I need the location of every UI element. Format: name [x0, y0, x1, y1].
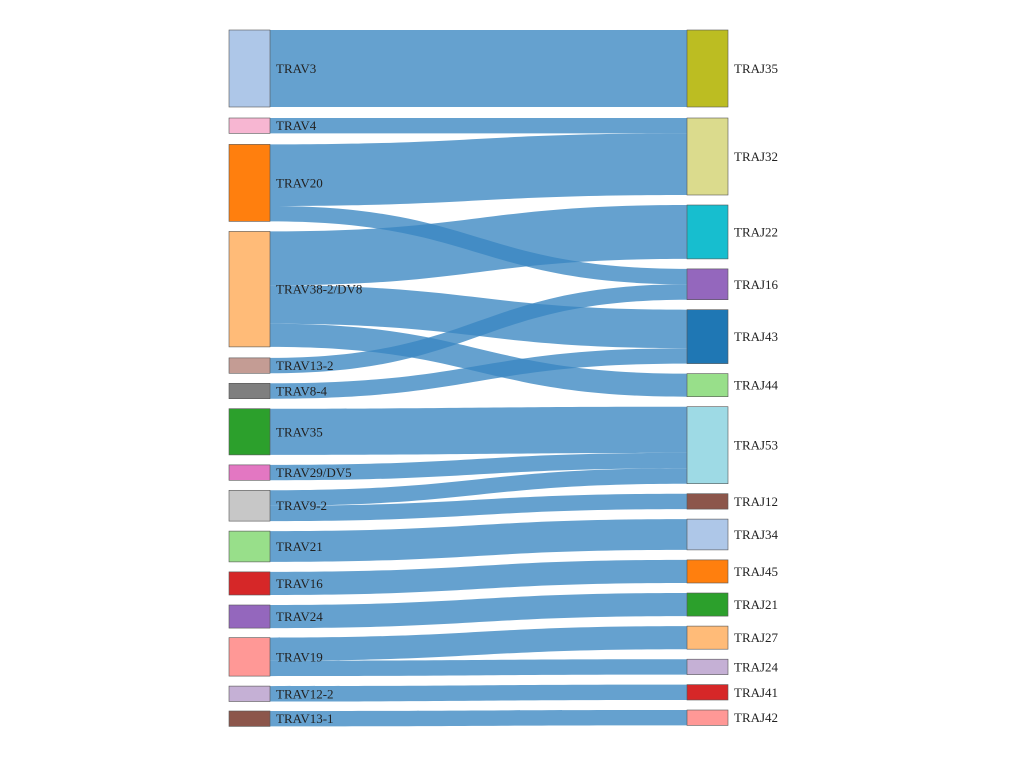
left-node-label-trav38-2-dv8: TRAV38-2/DV8: [276, 282, 362, 297]
right-node-label-traj32: TRAJ32: [734, 149, 778, 164]
left-node-label-trav19: TRAV19: [276, 649, 323, 664]
right-node-label-traj34: TRAJ34: [734, 527, 779, 542]
right-node-traj53: [686, 406, 729, 485]
right-node-label-traj44: TRAJ44: [734, 378, 779, 393]
left-node-trav29-dv5: [228, 464, 271, 481]
right-node-traj22: [686, 204, 729, 260]
link-trav4-to-traj32: [270, 118, 687, 134]
left-node-label-trav9-2: TRAV9-2: [276, 498, 327, 513]
left-node-trav13-2: [228, 357, 271, 374]
link-trav9-2-to-traj12: [270, 493, 687, 522]
left-node-trav24: [228, 604, 271, 629]
left-node-label-trav24: TRAV24: [276, 609, 323, 624]
right-node-label-traj27: TRAJ27: [734, 630, 779, 645]
right-node-traj44: [686, 373, 729, 398]
left-node-trav9-2: [228, 489, 271, 522]
right-node-label-traj21: TRAJ21: [734, 597, 778, 612]
link-trav8-4-to-traj43: [270, 348, 687, 399]
link-trav35-to-traj53: [270, 406, 687, 455]
link-trav38-2-dv8-to-traj22: [270, 205, 687, 286]
left-node-trav13-1: [228, 710, 271, 727]
link-trav19-to-traj24: [270, 659, 687, 677]
right-node-traj32: [686, 117, 729, 196]
link-trav24-to-traj21: [270, 593, 687, 629]
left-node-label-trav21: TRAV21: [276, 539, 323, 554]
link-trav38-2-dv8-to-traj43: [270, 285, 687, 349]
right-node-traj12: [686, 493, 729, 510]
left-node-label-trav4: TRAV4: [276, 118, 317, 133]
link-trav13-1-to-traj42: [270, 710, 687, 727]
left-node-trav12-2: [228, 685, 271, 702]
right-node-traj43: [686, 309, 729, 364]
right-node-traj16: [686, 268, 729, 300]
right-node-label-traj45: TRAJ45: [734, 564, 778, 579]
left-node-label-trav8-4: TRAV8-4: [276, 384, 328, 399]
link-trav21-to-traj34: [270, 519, 687, 562]
labels-layer: TRAV3 TRAV4 TRAV20 TRAV38-2/DV8 TRAV13-2 TRAV…: [276, 61, 779, 726]
left-node-trav16: [228, 571, 271, 596]
left-node-label-trav35: TRAV35: [276, 424, 323, 439]
right-node-traj27: [686, 625, 729, 650]
right-node-traj45: [686, 559, 729, 584]
right-node-traj41: [686, 684, 729, 701]
left-node-trav4: [228, 117, 271, 134]
links-layer: [270, 30, 687, 727]
link-trav29-dv5-to-traj53: [270, 452, 687, 481]
left-node-trav35: [228, 408, 271, 456]
right-node-label-traj53: TRAJ53: [734, 438, 778, 453]
nodes-layer: [228, 29, 729, 727]
right-node-label-traj43: TRAJ43: [734, 329, 778, 344]
right-node-label-traj22: TRAJ22: [734, 224, 778, 239]
left-node-trav8-4: [228, 382, 271, 399]
right-node-label-traj35: TRAJ35: [734, 61, 778, 76]
right-node-label-traj24: TRAJ24: [734, 659, 779, 674]
right-node-traj42: [686, 709, 729, 726]
link-trav38-2-dv8-to-traj44: [270, 323, 687, 397]
left-node-label-trav16: TRAV16: [276, 576, 323, 591]
left-node-trav19: [228, 637, 271, 677]
right-node-traj35: [686, 29, 729, 108]
link-trav9-2-to-traj53: [270, 468, 687, 506]
right-node-traj24: [686, 658, 729, 675]
left-node-trav3: [228, 29, 271, 108]
link-trav3-to-traj35: [270, 30, 687, 107]
right-node-label-traj12: TRAJ12: [734, 494, 778, 509]
right-node-traj21: [686, 592, 729, 617]
left-node-label-trav3: TRAV3: [276, 61, 316, 76]
link-trav20-to-traj32: [270, 133, 687, 206]
left-node-label-trav12-2: TRAV12-2: [276, 686, 334, 701]
left-node-label-trav29-dv5: TRAV29/DV5: [276, 465, 352, 480]
right-node-label-traj42: TRAJ42: [734, 710, 778, 725]
right-node-traj34: [686, 518, 729, 551]
right-node-label-traj41: TRAJ41: [734, 685, 778, 700]
link-trav13-2-to-traj16: [270, 284, 687, 374]
left-node-label-trav13-1: TRAV13-1: [276, 711, 334, 726]
link-trav16-to-traj45: [270, 559, 687, 595]
left-node-trav21: [228, 530, 271, 563]
link-trav19-to-traj27: [270, 626, 687, 661]
right-node-label-traj16: TRAJ16: [734, 277, 779, 292]
left-node-label-trav13-2: TRAV13-2: [276, 358, 334, 373]
left-node-label-trav20: TRAV20: [276, 175, 323, 190]
link-trav12-2-to-traj41: [270, 684, 687, 702]
left-node-trav20: [228, 144, 271, 222]
left-node-trav38-2-dv8: [228, 231, 271, 348]
